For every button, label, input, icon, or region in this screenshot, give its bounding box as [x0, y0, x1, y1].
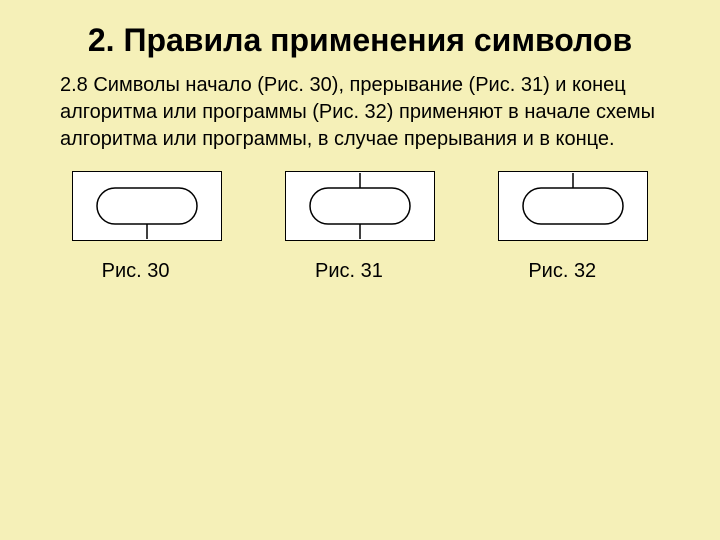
figure-32-caption: Рис. 32	[498, 259, 648, 283]
terminator-start-icon	[77, 173, 217, 239]
figure-31-box	[285, 171, 435, 241]
figure-31-caption: Рис. 31	[285, 259, 435, 283]
body-paragraph: 2.8 Символы начало (Рис. 30), прерывание…	[0, 72, 720, 153]
figure-30-box	[72, 171, 222, 241]
page-title: 2. Правила применения символов	[0, 20, 720, 62]
figure-30-caption: Рис. 30	[72, 259, 222, 283]
figures-row	[0, 171, 720, 241]
terminator-interrupt-icon	[290, 173, 430, 239]
captions-row: Рис. 30 Рис. 31 Рис. 32	[0, 259, 720, 283]
figure-32-box	[498, 171, 648, 241]
terminator-end-icon	[503, 173, 643, 239]
